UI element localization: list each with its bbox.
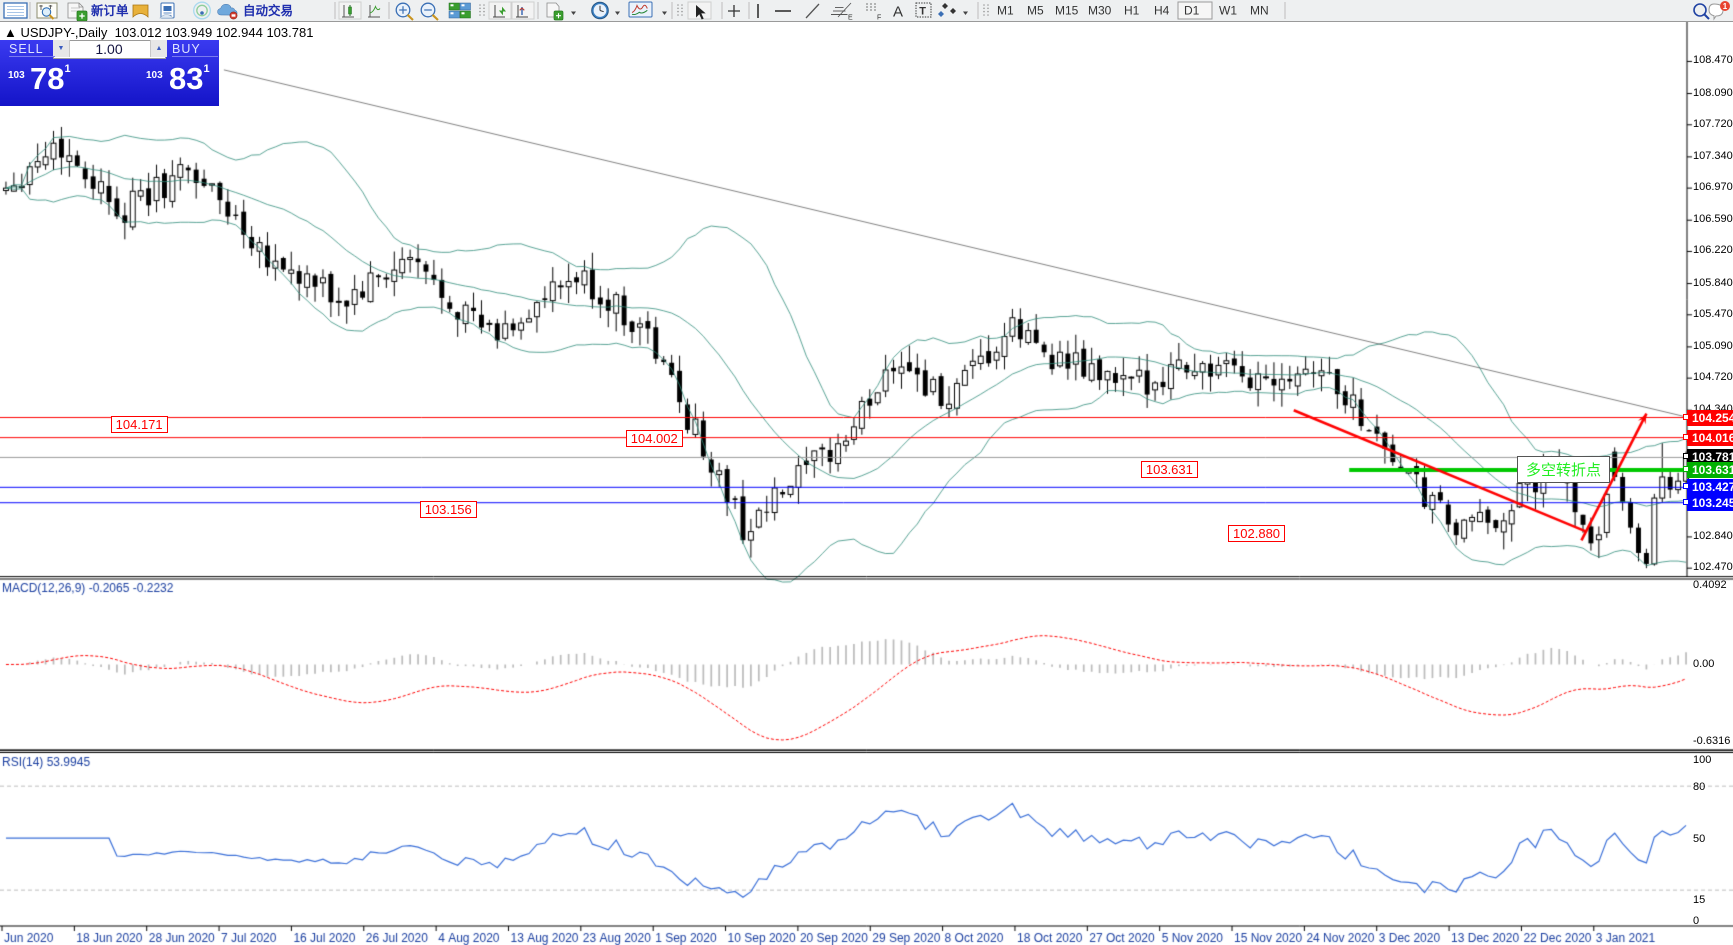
svg-text:新订单: 新订单: [91, 3, 129, 18]
svg-text:A: A: [893, 4, 903, 21]
svg-text:MN: MN: [1250, 4, 1269, 18]
svg-text:W1: W1: [1219, 4, 1237, 18]
svg-text:D1: D1: [1184, 4, 1200, 18]
svg-text:M5: M5: [1027, 4, 1044, 18]
svg-text:M1: M1: [997, 4, 1014, 18]
svg-text:M30: M30: [1088, 4, 1112, 18]
svg-text:1: 1: [1723, 2, 1728, 11]
svg-text:T: T: [919, 6, 926, 18]
svg-text:自动交易: 自动交易: [243, 3, 293, 18]
svg-text:F: F: [877, 15, 881, 22]
svg-text:E: E: [848, 15, 853, 22]
svg-text:H1: H1: [1124, 4, 1140, 18]
svg-text:M15: M15: [1055, 4, 1079, 18]
svg-text:H4: H4: [1154, 4, 1170, 18]
